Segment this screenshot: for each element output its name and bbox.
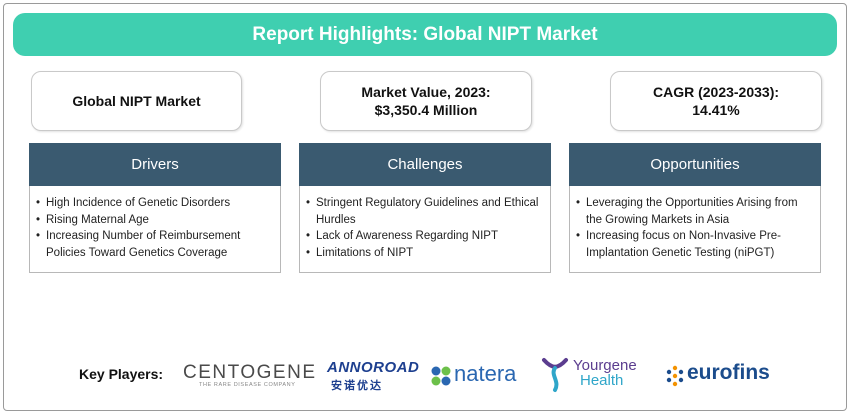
market-name-card: Global NIPT Market	[31, 71, 242, 131]
annoroad-chinese-name: 安诺优达	[331, 380, 383, 392]
market-value-amount: $3,350.4 Million	[374, 102, 478, 118]
natera-dots-icon	[431, 366, 451, 386]
challenges-panel: Stringent Regulatory Guidelines and Ethi…	[299, 186, 551, 273]
natera-wordmark: natera	[454, 361, 517, 386]
opportunities-panel: Leveraging the Opportunities Arising fro…	[569, 186, 821, 273]
yourgene-logo: Yourgene Health	[540, 355, 645, 395]
eurofins-dots-icon	[666, 365, 684, 387]
challenges-list: Stringent Regulatory Guidelines and Ethi…	[306, 195, 544, 261]
yourgene-wordmark: Yourgene	[573, 357, 637, 374]
key-players-label: Key Players:	[79, 366, 164, 382]
natera-logo: natera	[430, 355, 525, 395]
market-value-card: Market Value, 2023: $3,350.4 Million	[320, 71, 532, 131]
market-value-label: Market Value, 2023:	[361, 84, 491, 100]
list-item: Stringent Regulatory Guidelines and Ethi…	[306, 195, 544, 228]
opportunities-header: Opportunities	[569, 143, 821, 186]
eurofins-wordmark: eurofins	[687, 361, 770, 384]
list-item: Leveraging the Opportunities Arising fro…	[576, 195, 814, 228]
opportunities-list: Leveraging the Opportunities Arising fro…	[576, 195, 814, 261]
drivers-header: Drivers	[29, 143, 281, 186]
drivers-panel: High Incidence of Genetic Disorders Risi…	[29, 186, 281, 273]
report-title: Report Highlights: Global NIPT Market	[252, 23, 598, 45]
annoroad-wordmark: ANNOROAD	[327, 359, 420, 376]
centogene-logo: CENTOGENE THE RARE DISEASE COMPANY	[183, 355, 315, 395]
challenges-title: Challenges	[387, 156, 463, 173]
yourgene-helix-icon	[542, 358, 568, 392]
annoroad-logo: ANNOROAD 安诺优达	[325, 355, 419, 395]
drivers-list: High Incidence of Genetic Disorders Risi…	[36, 195, 274, 261]
yourgene-health-text: Health	[580, 372, 624, 389]
list-item: High Incidence of Genetic Disorders	[36, 195, 274, 212]
report-title-bar: Report Highlights: Global NIPT Market	[13, 13, 837, 56]
list-item: Increasing Number of Reimbursement Polic…	[36, 228, 274, 261]
opportunities-title: Opportunities	[650, 156, 740, 173]
eurofins-logo: eurofins	[665, 355, 780, 395]
list-item: Limitations of NIPT	[306, 245, 544, 262]
list-item: Lack of Awareness Regarding NIPT	[306, 228, 544, 245]
centogene-wordmark: CENTOGENE	[183, 362, 317, 383]
challenges-header: Challenges	[299, 143, 551, 186]
cagr-value: 14.41%	[692, 102, 740, 118]
cagr-card: CAGR (2023-2033): 14.41%	[610, 71, 822, 131]
key-players-row: Key Players: CENTOGENE THE RARE DISEASE …	[0, 355, 850, 395]
market-name: Global NIPT Market	[72, 93, 201, 109]
centogene-tagline: THE RARE DISEASE COMPANY	[199, 382, 296, 388]
cagr-label: CAGR (2023-2033):	[652, 84, 780, 100]
drivers-title: Drivers	[131, 156, 179, 173]
list-item: Increasing focus on Non-Invasive Pre-Imp…	[576, 228, 814, 261]
list-item: Rising Maternal Age	[36, 212, 274, 229]
